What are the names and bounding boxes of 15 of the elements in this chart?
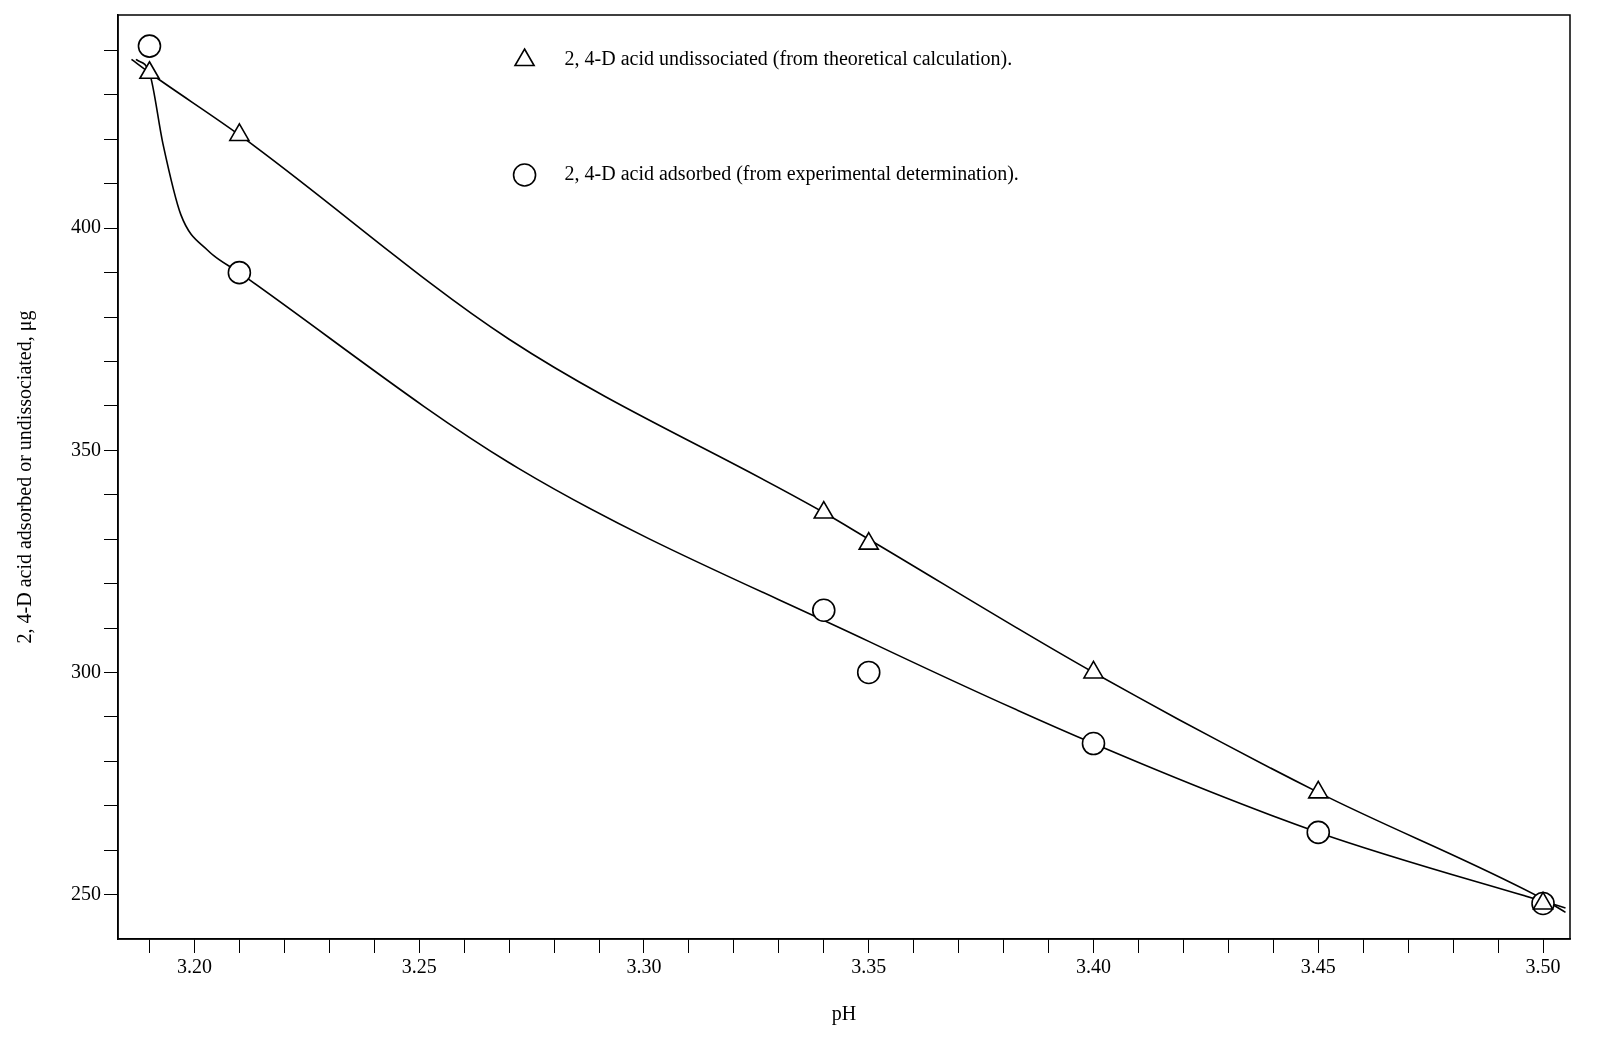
x-tick-label: 3.50 bbox=[1525, 955, 1561, 978]
y-tick-label: 300 bbox=[71, 659, 101, 682]
legend-label: 2, 4-D acid undissociated (from theoretical calculation). bbox=[564, 47, 1013, 71]
y-axis-title: 2, 4-D acid adsorbed or undissociated, μg bbox=[13, 310, 37, 644]
x-axis-title: pH bbox=[831, 1002, 857, 1026]
legend-label: 2, 4-D acid adsorbed (from experimental determination). bbox=[564, 162, 1019, 186]
x-tick-label: 3.45 bbox=[1300, 955, 1336, 978]
x-tick-label: 3.40 bbox=[1075, 955, 1111, 978]
y-tick-label: 250 bbox=[71, 881, 101, 904]
x-tick-label: 3.25 bbox=[401, 955, 437, 978]
x-tick-label: 3.20 bbox=[176, 955, 212, 978]
y-tick-label: 350 bbox=[71, 437, 101, 460]
x-tick-label: 3.30 bbox=[626, 955, 662, 978]
x-tick-label: 3.35 bbox=[851, 955, 887, 978]
y-tick-label: 400 bbox=[71, 215, 101, 238]
